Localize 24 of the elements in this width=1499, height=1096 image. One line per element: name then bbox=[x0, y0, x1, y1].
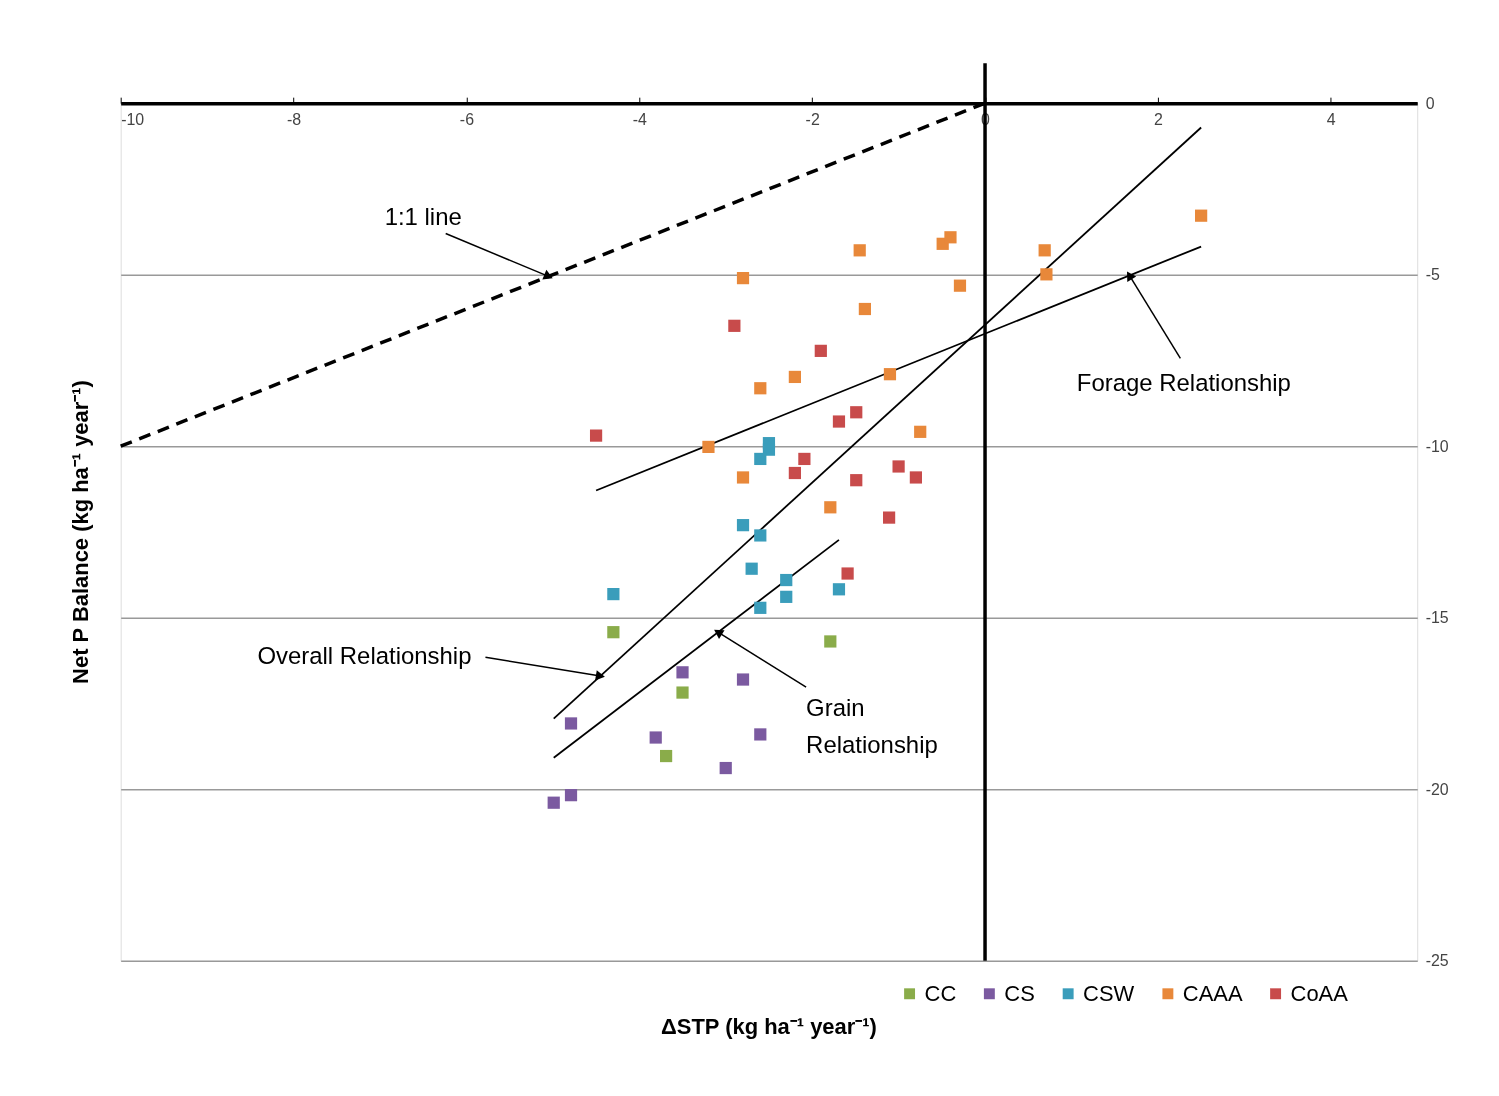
x-tick-label: -4 bbox=[632, 110, 648, 128]
x-tick-label: -10 bbox=[121, 110, 145, 128]
y-tick-label: -5 bbox=[1425, 266, 1440, 284]
legend-label: CSW bbox=[1083, 980, 1135, 1006]
legend-label: CAAA bbox=[1182, 980, 1243, 1006]
y-tick-label: -20 bbox=[1425, 780, 1449, 798]
y-tick-label: -15 bbox=[1425, 609, 1449, 627]
x-axis-title: ΔSTP (kg ha⁻¹ year⁻¹) bbox=[661, 1013, 877, 1039]
x-tick-label: 4 bbox=[1326, 110, 1336, 128]
y-axis-title: Net P Balance (kg ha⁻¹ year⁻¹) bbox=[67, 380, 93, 684]
legend-label: CS bbox=[1004, 980, 1035, 1006]
x-tick-label: -8 bbox=[286, 110, 302, 128]
y-tick-label: 0 bbox=[1425, 94, 1435, 112]
legend-label: CoAA bbox=[1290, 980, 1349, 1006]
legend-label: CC bbox=[924, 980, 957, 1006]
x-tick-label: 2 bbox=[1153, 110, 1163, 128]
annotation: Overall Relationship bbox=[257, 642, 472, 670]
y-tick-label: -25 bbox=[1425, 952, 1449, 970]
annotation: 1:1 line bbox=[384, 202, 462, 230]
annotation: Grain Relationship bbox=[806, 694, 938, 759]
x-tick-label: -6 bbox=[459, 110, 475, 128]
annotation: Forage Relationship bbox=[1076, 369, 1291, 397]
y-tick-label: -10 bbox=[1425, 437, 1449, 455]
x-tick-label: -2 bbox=[805, 110, 820, 128]
